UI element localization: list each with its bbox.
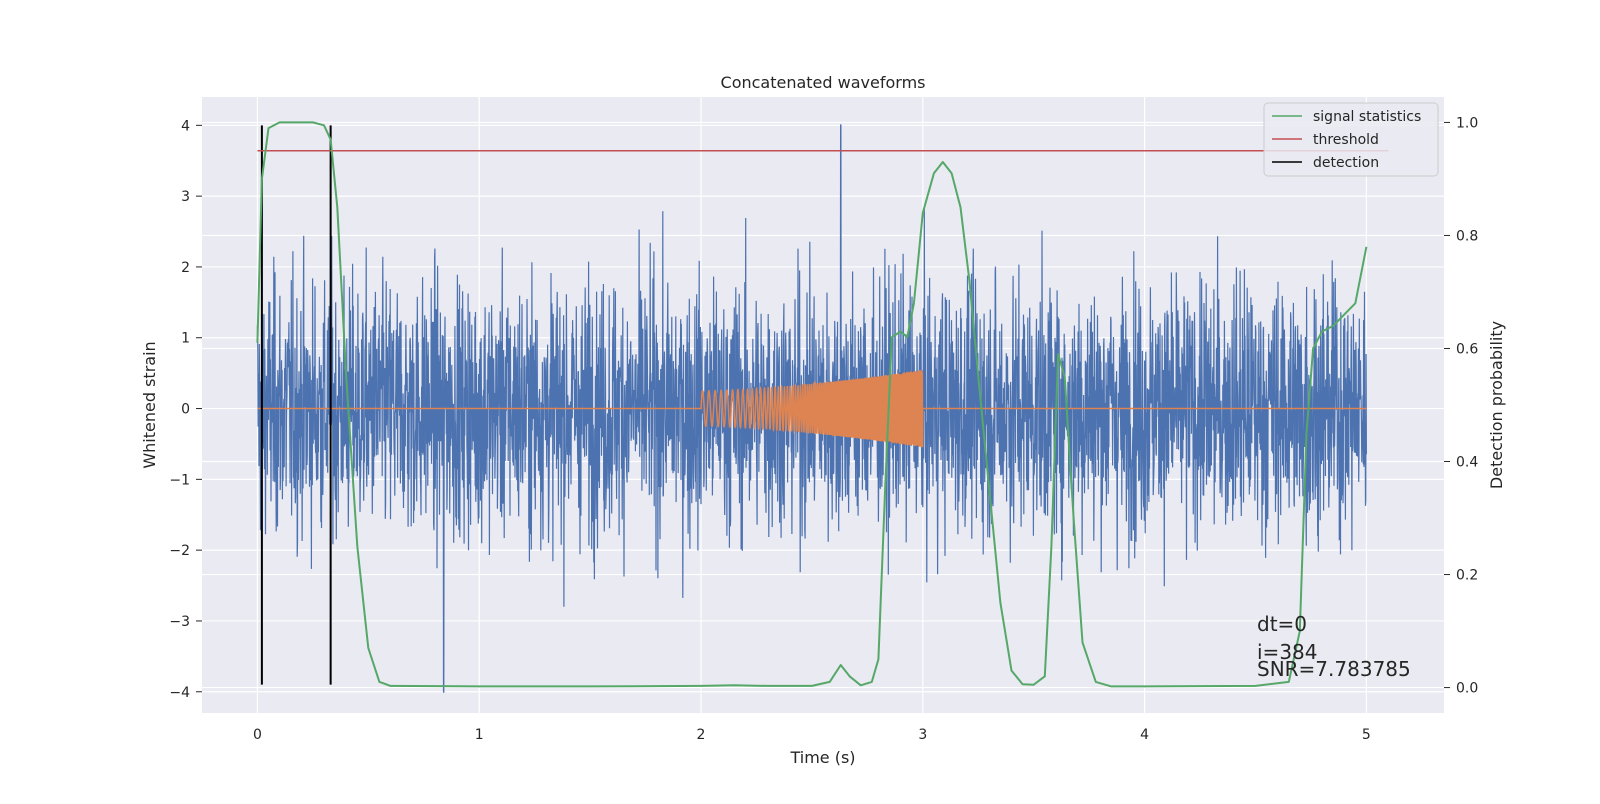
series-injected-waveform <box>257 370 1367 448</box>
y-left-tick-label: −4 <box>169 685 190 701</box>
x-tick-label: 1 <box>475 727 484 743</box>
y-axis-left-label: Whitened strain <box>140 341 159 468</box>
y-left-tick-label: 2 <box>181 260 190 276</box>
chart-title: Concatenated waveforms <box>721 73 926 92</box>
y-right-tick-label: 0.2 <box>1456 568 1478 584</box>
x-tick-label: 5 <box>1362 727 1371 743</box>
y-right-tick-label: 0.8 <box>1456 228 1478 244</box>
chirp-line <box>257 370 1367 448</box>
x-axis-label: Time (s) <box>789 748 855 767</box>
y-right-tick-label: 0.4 <box>1456 455 1478 471</box>
y-left-tick-label: 3 <box>181 189 190 205</box>
y-left-tick-label: −1 <box>169 472 190 488</box>
y-left-tick-label: −2 <box>169 543 190 559</box>
y-left-tick-label: −3 <box>169 614 190 630</box>
legend-label-detection: detection <box>1313 155 1379 171</box>
annotation-snr: SNR=7.783785 <box>1257 657 1411 681</box>
annotation-index: i=384 <box>1257 640 1318 664</box>
x-tick-label: 4 <box>1140 727 1149 743</box>
x-tick-label: 2 <box>697 727 706 743</box>
x-tick-label: 3 <box>918 727 927 743</box>
y-left-tick-label: 0 <box>181 402 190 418</box>
series-noisy-strain <box>256 124 1367 693</box>
y-axis-right-label: Detection probability <box>1487 321 1506 489</box>
y-right-tick-label: 1.0 <box>1456 115 1478 131</box>
legend: signal statistics threshold detection <box>1263 102 1439 177</box>
y-left-tick-label: 4 <box>181 118 190 134</box>
series-detection <box>260 125 332 685</box>
y-right-tick-label: 0.0 <box>1456 681 1478 697</box>
series-signal-statistics <box>256 121 1368 688</box>
ticks: 0 1 2 3 4 5 −4 −3 −2 −1 0 1 2 3 4 0.0 0.2 0.4 0.6 0.8 1.0 <box>169 115 1478 743</box>
legend-label-threshold: threshold <box>1313 132 1379 148</box>
annotation-dt: dt=0 <box>1257 612 1307 636</box>
strain-line <box>256 124 1367 693</box>
signal-statistics-line <box>256 121 1368 688</box>
x-tick-label: 0 <box>253 727 262 743</box>
legend-box <box>1263 102 1439 177</box>
y-left-tick-label: 1 <box>181 331 190 347</box>
y-right-tick-label: 0.6 <box>1456 341 1478 357</box>
legend-label-signal-statistics: signal statistics <box>1313 109 1421 125</box>
